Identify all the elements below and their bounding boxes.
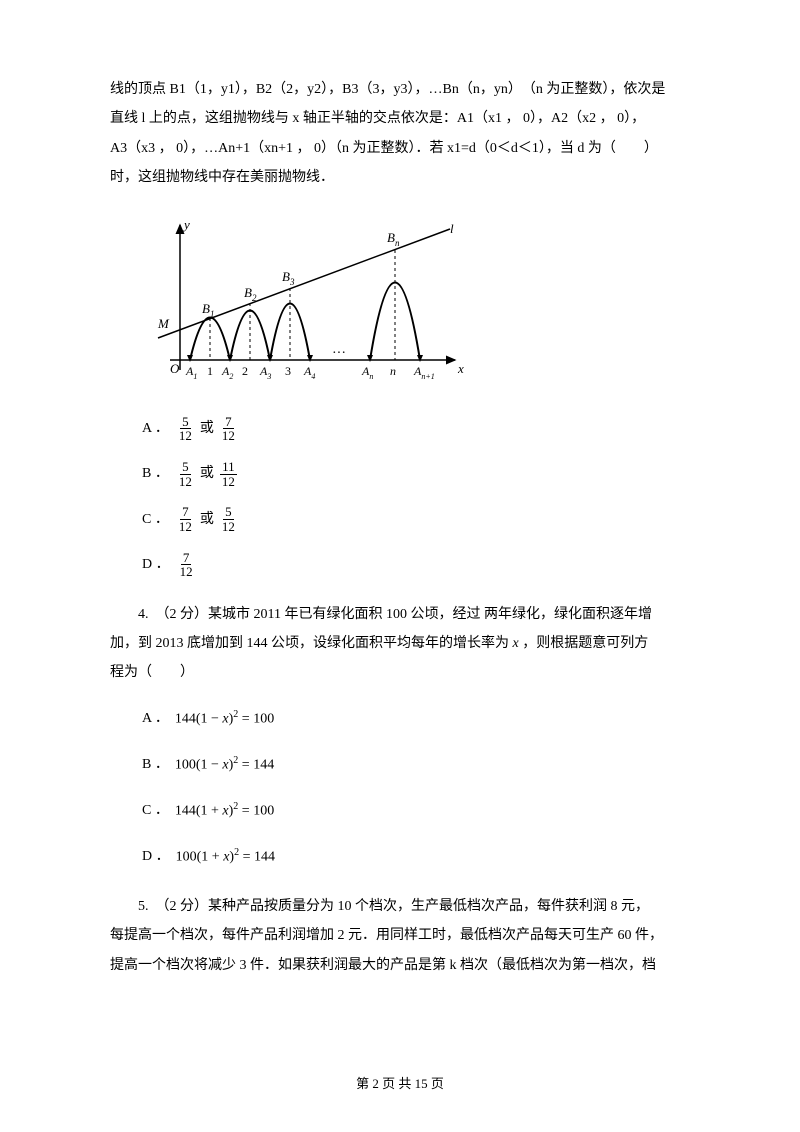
svg-text:O: O xyxy=(170,361,180,376)
svg-text:B3: B3 xyxy=(282,269,295,287)
svg-text:M: M xyxy=(157,316,170,331)
q5-line2: 每提高一个档次，每件产品利润增加 2 元．用同样工时，最低档次产品每天可生产 6… xyxy=(110,921,700,950)
parabola-diagram: y x l O M B1 B2 B3 Bn A1 1 A2 2 A3 3 A4 … xyxy=(150,215,700,396)
svg-text:Bn: Bn xyxy=(387,230,400,248)
q5-line3: 提高一个档次将减少 3 件．如果获利润最大的产品是第 k 档次（最低档次为第一档… xyxy=(110,951,700,980)
svg-text:A1: A1 xyxy=(185,364,197,381)
q4-text: 4. （2 分）某城市 2011 年已有绿化面积 100 公顷，经过 两年绿化，… xyxy=(110,600,700,629)
q4-option-a: A ． 144(1 − x)2 = 100 xyxy=(142,704,700,734)
svg-text:A4: A4 xyxy=(303,364,315,381)
svg-text:n: n xyxy=(390,364,396,378)
q4-option-d: D ． 100(1 + x)2 = 144 xyxy=(142,842,700,872)
q3-option-b: B ． 512 或 1112 xyxy=(142,459,700,488)
q4-text2: 加，到 2013 底增加到 144 公顷，设绿化面积平均每年的增长率为 x ，则… xyxy=(110,629,700,658)
q4-text3: 程为（ ） xyxy=(110,658,700,687)
svg-text:An+1: An+1 xyxy=(413,364,435,381)
svg-text:1: 1 xyxy=(207,364,213,378)
q4-option-b: B ． 100(1 − x)2 = 144 xyxy=(142,750,700,780)
q4-options: A ． 144(1 − x)2 = 100 B ． 100(1 − x)2 = … xyxy=(142,704,700,872)
svg-text:An: An xyxy=(361,364,373,381)
svg-text:2: 2 xyxy=(242,364,248,378)
svg-text:B1: B1 xyxy=(202,301,214,319)
intro-line2: 直线 l 上的点，这组抛物线与 x 轴正半轴的交点依次是：A1（x1 ， 0），… xyxy=(110,104,700,133)
q3-option-d: D ． 712 xyxy=(142,550,700,579)
q3-option-c: C ． 712 或 512 xyxy=(142,505,700,534)
page-footer: 第 2 页 共 15 页 xyxy=(0,1073,800,1092)
intro-line3: A3（x3 ， 0），…An+1（xn+1 ， 0）（n 为正整数）．若 x1=… xyxy=(110,134,700,163)
svg-text:···: ··· xyxy=(332,346,346,361)
q3-options: A ． 512 或 712 B ． 512 或 1112 C ． 712 或 5… xyxy=(142,414,700,580)
svg-text:y: y xyxy=(182,217,190,232)
svg-text:B2: B2 xyxy=(244,285,257,303)
q3-option-a: A ． 512 或 712 xyxy=(142,414,700,443)
svg-text:x: x xyxy=(457,361,464,376)
intro-line4: 时，这组抛物线中存在美丽抛物线． xyxy=(110,163,700,192)
intro-line1: 线的顶点 B1（1，y1），B2（2，y2），B3（3，y3），…Bn（n，yn… xyxy=(110,75,700,104)
svg-text:3: 3 xyxy=(285,364,291,378)
q4-option-c: C ． 144(1 + x)2 = 100 xyxy=(142,796,700,826)
q5-line1: 5. （2 分）某种产品按质量分为 10 个档次，生产最低档次产品，每件获利润 … xyxy=(110,892,700,921)
svg-text:A3: A3 xyxy=(259,364,271,381)
svg-text:l: l xyxy=(450,221,454,236)
svg-text:A2: A2 xyxy=(221,364,233,381)
